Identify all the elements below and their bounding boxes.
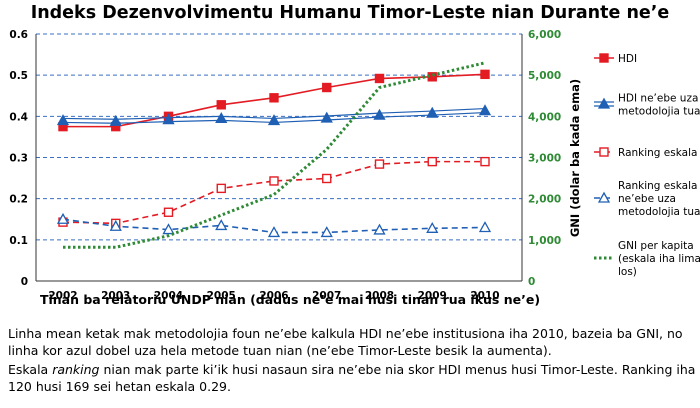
- data-point-marker: [269, 93, 279, 103]
- legend-label: HDI: [618, 53, 637, 65]
- data-point-marker: [320, 226, 333, 238]
- data-point-marker: [322, 82, 332, 93]
- data-point-marker: [374, 73, 385, 84]
- legend-entry-0: HDI: [594, 53, 637, 65]
- y-right-tick-label: 5,000: [528, 70, 561, 82]
- data-point-marker: [599, 147, 609, 157]
- x-tick-label: 2006: [259, 290, 288, 302]
- caption-p2-italic: ranking: [52, 362, 100, 377]
- series-1: [56, 104, 492, 126]
- series-line: [63, 61, 486, 249]
- y-right-tick-label: 1,000: [528, 235, 561, 247]
- data-point-marker: [109, 219, 122, 231]
- x-tick-label: 2002: [48, 290, 77, 302]
- data-point-marker: [597, 191, 611, 203]
- data-point-marker: [162, 113, 175, 125]
- data-point-marker: [216, 100, 226, 110]
- data-point-marker: [215, 112, 228, 124]
- data-point-marker: [426, 221, 439, 233]
- gridlines: [36, 33, 522, 241]
- data-point-marker: [480, 156, 490, 167]
- y-right-tick-label: 0: [528, 276, 535, 288]
- data-point-marker: [480, 69, 490, 80]
- data-point-marker: [427, 156, 437, 167]
- x-tick-label: 2005: [207, 290, 236, 302]
- series-lines: [56, 61, 492, 249]
- legend-label: metodolojia tuan: [618, 206, 700, 218]
- y-left-tick-label: 0.3: [9, 153, 28, 165]
- data-point-marker: [478, 221, 492, 233]
- data-point-marker: [163, 207, 174, 217]
- legend-label: ne’ebe uza: [618, 193, 676, 205]
- tick-labels: 0 0.1 0.2 0.3 0.4 0.5 0.6 0 1,000 2,000 3,000 4,000…: [9, 29, 561, 302]
- legend-label: HDI ne’ebe uza: [618, 93, 698, 105]
- series-2: [58, 156, 490, 229]
- data-point-marker: [215, 219, 228, 231]
- data-point-marker: [56, 114, 70, 126]
- data-point-marker: [374, 159, 385, 169]
- data-point-marker: [478, 104, 492, 116]
- series-4: [63, 61, 486, 249]
- x-axis-label: Tinan ba relatoriu UNDP nian (dadus ne’e…: [40, 292, 540, 307]
- x-tick-label: 2004: [154, 290, 183, 302]
- data-point-marker: [426, 106, 439, 118]
- legend-label: (eskala iha liman: [618, 253, 700, 265]
- data-point-marker: [373, 108, 386, 120]
- chart-title: Indeks Dezenvolvimentu Humanu Timor-Lest…: [30, 3, 670, 23]
- y-right-tick-label: 3,000: [528, 153, 561, 165]
- data-point-marker: [373, 223, 386, 235]
- chart-svg: 0 0.1 0.2 0.3 0.4 0.5 0.6 0 1,000 2,000 3,000 4,000…: [9, 29, 700, 307]
- legend-label: los): [618, 266, 637, 278]
- y-left-tick-label: 0.2: [9, 194, 28, 206]
- data-point-marker: [56, 212, 70, 224]
- x-tick-label: 2008: [365, 290, 394, 302]
- series-line: [62, 160, 485, 225]
- right-axis-label: GNI (dolar ba kada ema): [568, 79, 582, 237]
- axes: [35, 34, 523, 282]
- x-tick-label: 2007: [312, 290, 341, 302]
- y-right-tick-label: 2,000: [528, 194, 561, 206]
- y-right-tick-label: 6,000: [528, 29, 561, 41]
- caption-paragraph-1: Linha mean ketak mak metodolojia foun ne…: [8, 326, 683, 358]
- y-left-tick-label: 0.1: [9, 235, 28, 247]
- y-left-tick-label: 0.5: [9, 70, 28, 82]
- y-right-tick-label: 4,000: [528, 111, 561, 123]
- caption-p2-before: Eskala: [8, 362, 53, 377]
- y-left-tick-label: 0.6: [9, 29, 28, 41]
- data-point-marker: [322, 173, 332, 184]
- legend-label: Ranking eskala: [618, 147, 697, 159]
- y-left-tick-label: 0.4: [9, 111, 28, 123]
- x-tick-label: 2010: [470, 290, 499, 302]
- x-tick-label: 2003: [101, 290, 130, 302]
- data-point-marker: [216, 183, 226, 194]
- y-left-tick-label: 0: [21, 276, 28, 288]
- data-point-marker: [269, 176, 279, 186]
- data-point-marker: [267, 226, 281, 238]
- legend-label: Ranking eskala: [618, 180, 697, 192]
- data-point-marker: [599, 53, 609, 63]
- legend-entry-2: Ranking eskala: [594, 147, 697, 159]
- data-point-marker: [109, 114, 122, 126]
- data-point-marker: [320, 111, 333, 123]
- data-point-marker: [267, 114, 281, 126]
- data-point-marker: [162, 223, 175, 235]
- x-tick-label: 2009: [418, 290, 447, 302]
- data-point-marker: [597, 97, 611, 109]
- legend-label: GNI per kapita: [618, 240, 694, 252]
- caption-paragraph-2: Eskala ranking nian mak parte ki’ik husi…: [8, 361, 696, 395]
- series-3: [56, 212, 492, 238]
- legend-label: metodolojia tuan: [618, 106, 700, 118]
- caption-p2-after: nian mak parte ki’ik husi nasaun sira ne…: [8, 362, 696, 394]
